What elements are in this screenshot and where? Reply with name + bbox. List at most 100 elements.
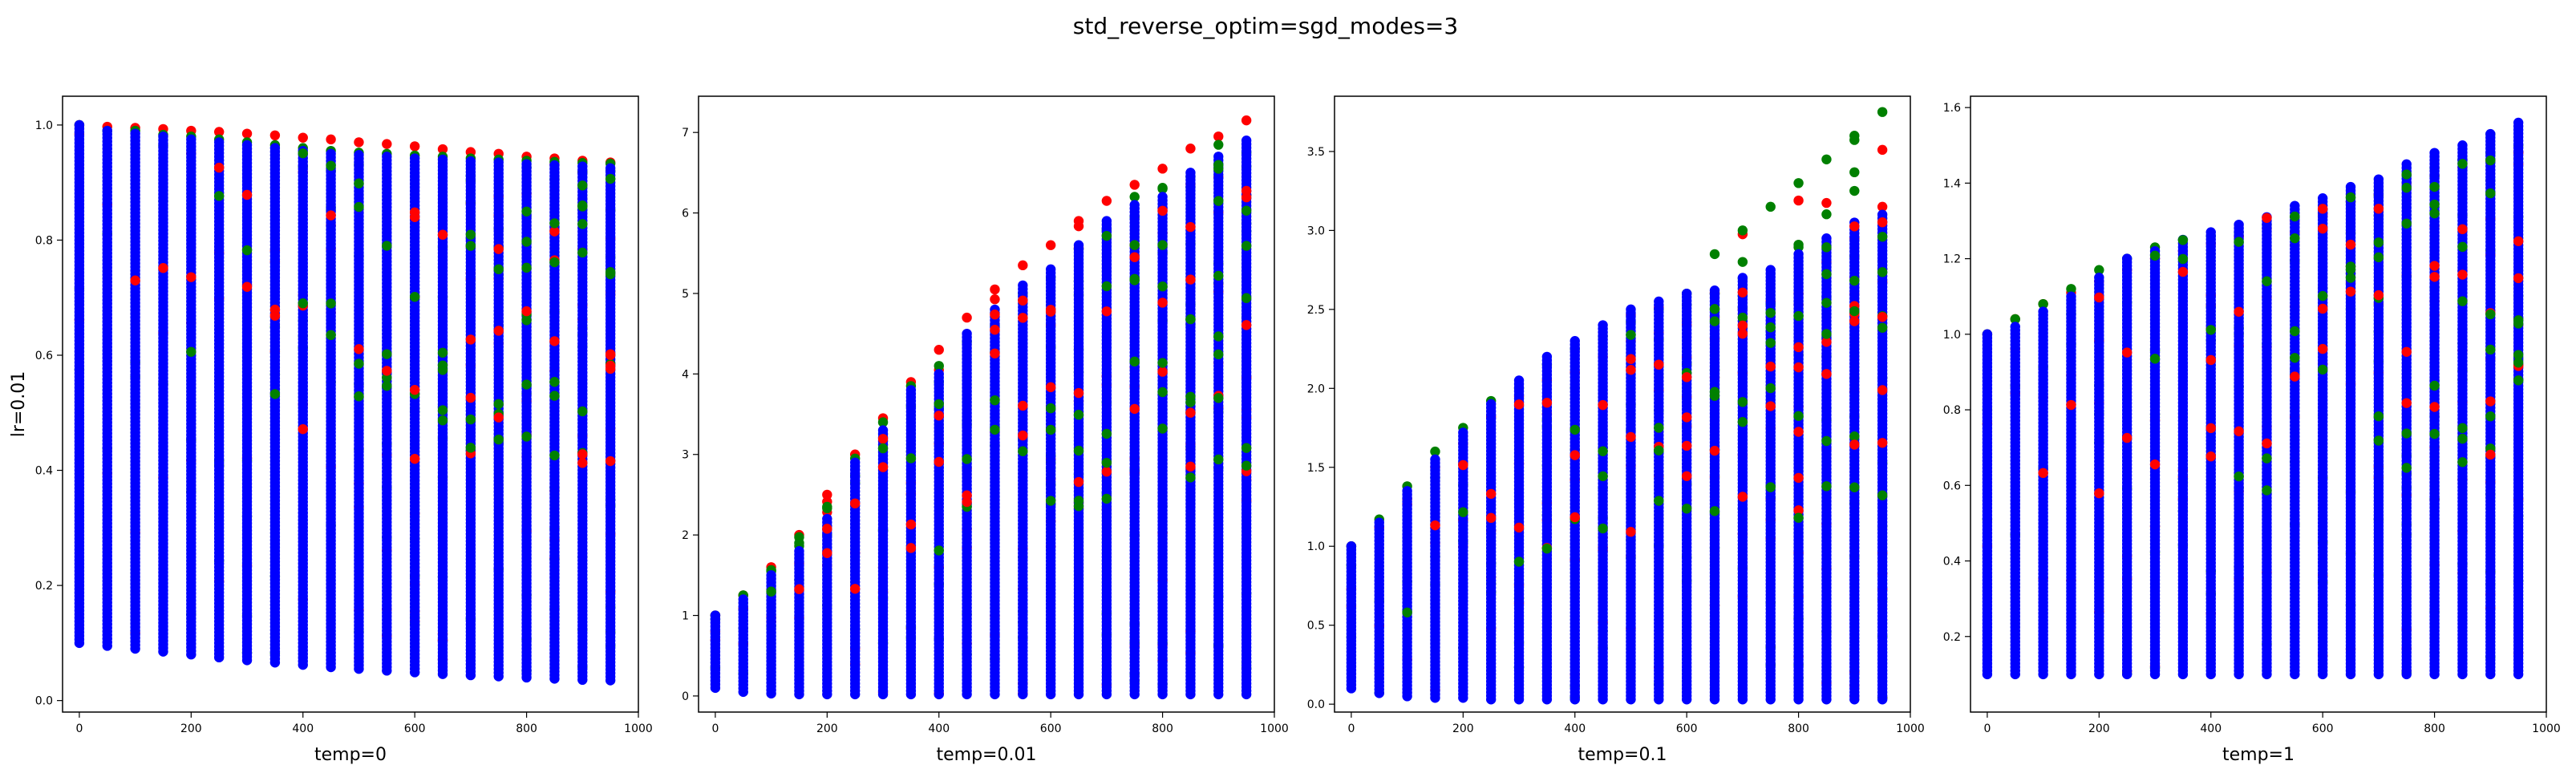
point-blue xyxy=(1129,200,1140,210)
x-tick-label: 1000 xyxy=(624,722,653,735)
point-blue xyxy=(1101,216,1112,226)
point-green xyxy=(521,206,532,217)
point-red xyxy=(213,127,225,137)
point-green xyxy=(493,264,504,274)
point-red xyxy=(241,128,253,139)
x-tick-label: 200 xyxy=(180,722,202,735)
point-green xyxy=(990,395,1000,406)
point-red xyxy=(962,312,972,323)
point-green xyxy=(186,346,196,357)
point-red xyxy=(877,434,889,444)
point-green xyxy=(1157,183,1168,193)
y-tick-label: 0.2 xyxy=(35,580,53,593)
point-green xyxy=(1129,275,1140,285)
point-red xyxy=(1157,366,1168,377)
point-red xyxy=(1101,306,1112,317)
point-green xyxy=(577,219,588,229)
point-blue xyxy=(877,425,889,435)
point-blue xyxy=(934,369,944,379)
point-blue xyxy=(354,150,364,160)
point-green xyxy=(1045,424,1056,435)
point-red xyxy=(577,458,588,468)
point-red xyxy=(849,498,861,509)
point-red xyxy=(298,132,308,143)
point-green xyxy=(1073,445,1084,456)
point-red xyxy=(1018,295,1028,306)
point-green xyxy=(354,178,364,188)
point-red xyxy=(1018,430,1028,441)
point-red xyxy=(877,462,889,472)
point-blue xyxy=(962,328,972,339)
point-blue xyxy=(710,610,721,621)
point-blue xyxy=(521,159,532,169)
y-tick-label: 1.0 xyxy=(35,119,53,132)
point-red xyxy=(1101,467,1112,477)
point-red xyxy=(905,519,917,530)
point-green xyxy=(1101,281,1112,292)
point-red xyxy=(822,524,832,534)
scatter-points xyxy=(74,119,616,686)
point-blue xyxy=(605,163,616,173)
point-green xyxy=(1129,356,1140,367)
x-tick-label: 1000 xyxy=(1260,722,1289,735)
point-red xyxy=(186,272,196,282)
point-green xyxy=(934,545,944,556)
point-green xyxy=(382,241,392,251)
point-blue xyxy=(241,140,253,151)
point-red xyxy=(493,412,504,423)
point-blue xyxy=(158,132,168,142)
y-axis-label: lr=0.01 xyxy=(9,371,29,438)
point-green xyxy=(549,218,560,229)
point-green xyxy=(213,191,225,201)
point-red xyxy=(1101,196,1112,206)
point-green xyxy=(326,298,336,309)
point-blue xyxy=(269,143,281,153)
point-green xyxy=(1018,446,1028,456)
point-blue xyxy=(186,134,196,145)
point-red xyxy=(794,584,804,594)
point-red xyxy=(577,449,588,459)
point-green xyxy=(1073,410,1084,420)
point-green xyxy=(354,391,364,402)
point-green xyxy=(577,180,588,191)
point-red xyxy=(409,385,420,395)
x-axis-label: temp=0.01 xyxy=(937,745,1037,765)
point-green xyxy=(465,241,476,251)
point-green xyxy=(437,365,448,375)
point-green xyxy=(521,262,532,273)
point-blue xyxy=(213,137,225,148)
point-red xyxy=(213,162,225,173)
y-tick-label: 6 xyxy=(682,208,689,221)
point-blue xyxy=(905,385,917,395)
point-red xyxy=(549,336,560,346)
x-tick-label: 800 xyxy=(516,722,537,735)
point-red xyxy=(269,304,281,315)
point-green xyxy=(1045,496,1056,506)
point-green xyxy=(822,503,832,514)
point-green xyxy=(1101,230,1112,241)
point-green xyxy=(465,443,476,453)
point-blue xyxy=(437,154,448,165)
point-red xyxy=(849,584,861,594)
point-green xyxy=(1101,493,1112,504)
point-red xyxy=(158,263,168,273)
point-red xyxy=(241,189,253,200)
point-green xyxy=(577,406,588,417)
point-red xyxy=(298,423,308,435)
point-green xyxy=(1101,428,1112,439)
point-green xyxy=(990,424,1000,435)
point-blue xyxy=(1073,240,1084,250)
point-green xyxy=(521,379,532,390)
x-tick-label: 200 xyxy=(816,722,838,735)
point-blue xyxy=(382,152,392,162)
point-red xyxy=(1129,252,1140,262)
point-red xyxy=(934,345,944,355)
point-green xyxy=(962,454,972,464)
point-green xyxy=(549,450,560,461)
point-green xyxy=(794,532,804,543)
point-green xyxy=(905,453,917,463)
point-green xyxy=(382,349,392,359)
point-green xyxy=(298,148,308,159)
point-red xyxy=(465,392,476,403)
